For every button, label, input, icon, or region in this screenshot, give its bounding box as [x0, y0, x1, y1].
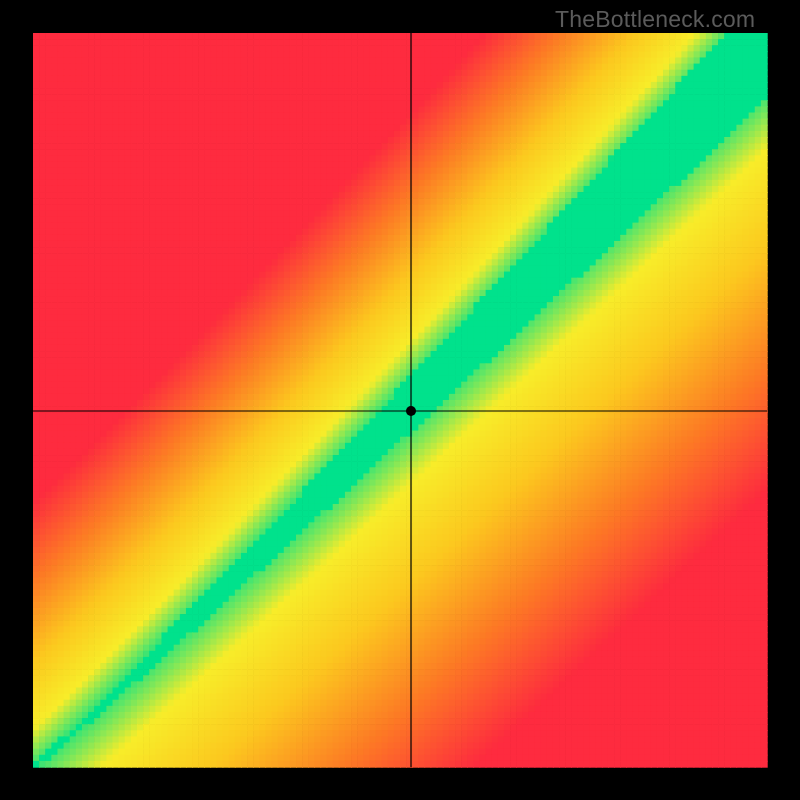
bottleneck-heatmap — [0, 0, 800, 800]
watermark-text: TheBottleneck.com — [555, 6, 755, 33]
chart-container: TheBottleneck.com — [0, 0, 800, 800]
